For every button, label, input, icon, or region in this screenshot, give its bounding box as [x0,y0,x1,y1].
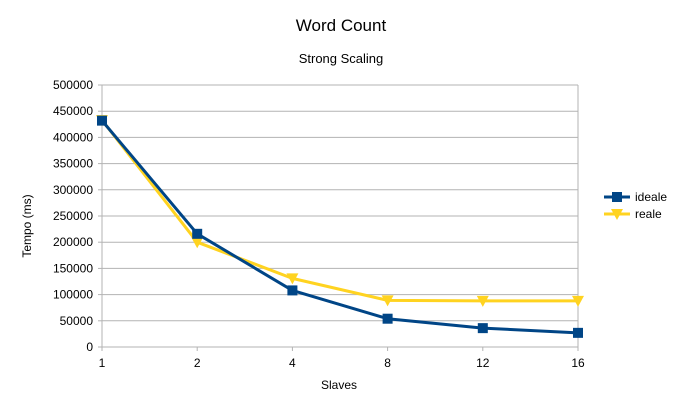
series-ideale [97,115,583,338]
data-point-ideale [573,327,583,338]
data-point-ideale [287,285,298,296]
legend-label-reale: reale [635,207,662,221]
legend: ideale reale [604,190,667,221]
chart-title: Word Count [296,16,387,35]
x-tick-label: 2 [194,356,201,370]
data-point-reale [381,295,394,307]
data-point-ideale [477,323,488,334]
x-axis-label: Slaves [321,378,357,392]
y-tick-label: 450000 [53,104,93,118]
y-tick-label: 150000 [53,261,93,275]
legend-label-ideale: ideale [635,190,667,204]
data-point-ideale [97,115,107,126]
data-point-ideale [382,313,393,324]
x-tick-label: 1 [99,356,106,370]
y-tick-label: 250000 [53,209,93,223]
x-tick-label: 16 [571,356,585,370]
x-tick-label: 12 [476,356,490,370]
chart-subtitle: Strong Scaling [299,51,384,66]
series-layer [96,115,584,338]
series-line-reale [100,119,578,303]
y-tick-label: 350000 [53,157,93,171]
y-tick-label: 50000 [60,314,94,328]
y-tick-label: 100000 [53,288,93,302]
x-tick-label: 8 [384,356,391,370]
y-tick-label: 500000 [53,78,93,92]
data-point-reale [476,295,489,307]
legend-marker-reale [611,209,623,220]
axis-layer: 0 50000 100000 150000 200000 250000 300000 3500… [53,78,585,370]
grid-layer [101,84,579,348]
data-point-reale [286,273,299,285]
x-tick-label: 4 [289,356,296,370]
data-point-reale [572,295,584,307]
y-tick-label: 400000 [53,130,93,144]
series-reale [96,115,584,307]
data-point-ideale [192,228,203,239]
y-tick-label: 300000 [53,183,93,197]
y-tick-label: 0 [86,340,93,354]
legend-marker-ideale [612,192,622,202]
y-tick-label: 200000 [53,235,93,249]
data-point-reale [191,237,204,249]
y-axis-label: Tempo (ms) [20,194,34,257]
series-line-ideale [100,119,579,335]
